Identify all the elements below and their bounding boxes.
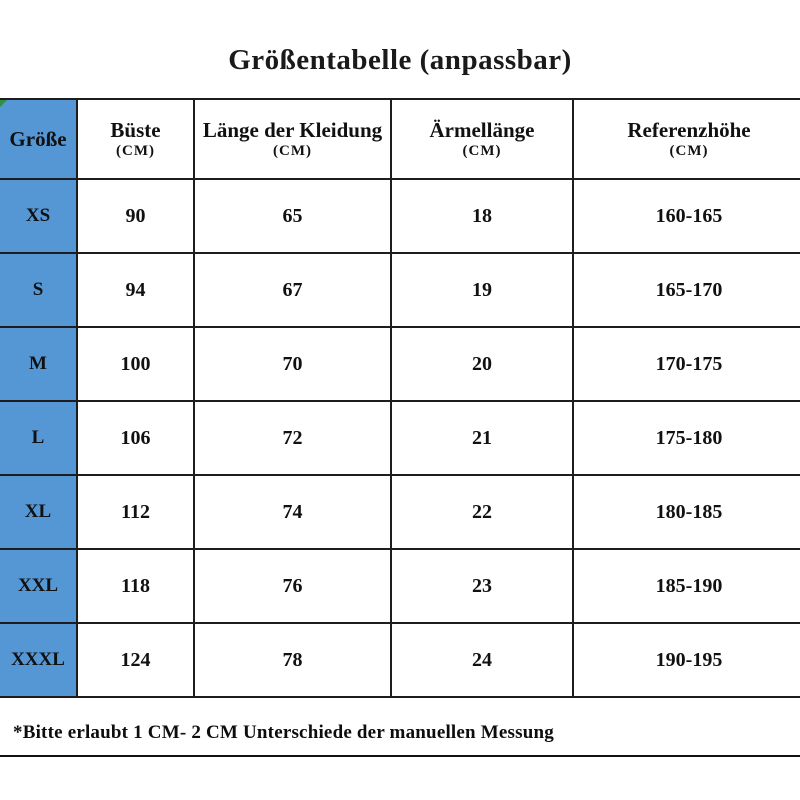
length-value: 78 [193, 622, 392, 698]
divider [0, 755, 800, 757]
table-header-row: Größe Büste (CM) Länge der Kleidung (CM)… [0, 98, 800, 180]
table-row: S 94 67 19 165-170 [0, 252, 800, 328]
table-row: XS 90 65 18 160-165 [0, 178, 800, 254]
length-value: 65 [193, 178, 392, 254]
cell-corner-marker-icon [0, 100, 7, 107]
sleeve-value: 19 [390, 252, 574, 328]
length-value: 76 [193, 548, 392, 624]
size-label: M [0, 326, 78, 402]
bust-value: 100 [76, 326, 195, 402]
table-row: XL 112 74 22 180-185 [0, 474, 800, 550]
size-label: XL [0, 474, 78, 550]
height-value: 165-170 [572, 252, 800, 328]
table-row: XXXL 124 78 24 190-195 [0, 622, 800, 698]
height-value: 185-190 [572, 548, 800, 624]
size-label: S [0, 252, 78, 328]
header-label: Ärmellänge [429, 117, 535, 142]
height-value: 190-195 [572, 622, 800, 698]
table-row: L 106 72 21 175-180 [0, 400, 800, 476]
bust-value: 106 [76, 400, 195, 476]
length-value: 74 [193, 474, 392, 550]
size-label: XXL [0, 548, 78, 624]
height-value: 175-180 [572, 400, 800, 476]
header-unit: (CM) [462, 143, 502, 160]
bust-value: 90 [76, 178, 195, 254]
bust-value: 112 [76, 474, 195, 550]
bust-value: 118 [76, 548, 195, 624]
sleeve-value: 22 [390, 474, 574, 550]
height-value: 170-175 [572, 326, 800, 402]
header-bust: Büste (CM) [76, 98, 195, 180]
table-row: XXL 118 76 23 185-190 [0, 548, 800, 624]
header-unit: (CM) [273, 143, 312, 160]
header-unit: (CM) [116, 143, 155, 160]
table-row: M 100 70 20 170-175 [0, 326, 800, 402]
footnote: *Bitte erlaubt 1 CM- 2 CM Unterschiede d… [13, 722, 554, 743]
header-label: Größe [9, 126, 67, 151]
header-label: Referenzhöhe [627, 117, 751, 142]
header-label: Büste [110, 117, 161, 142]
length-value: 70 [193, 326, 392, 402]
size-label: XXXL [0, 622, 78, 698]
header-size: Größe [0, 98, 78, 180]
size-table: Größe Büste (CM) Länge der Kleidung (CM)… [0, 98, 800, 698]
header-sleeve-length: Ärmellänge (CM) [390, 98, 574, 180]
length-value: 72 [193, 400, 392, 476]
length-value: 67 [193, 252, 392, 328]
bust-value: 124 [76, 622, 195, 698]
sleeve-value: 23 [390, 548, 574, 624]
header-garment-length: Länge der Kleidung (CM) [193, 98, 392, 180]
sleeve-value: 18 [390, 178, 574, 254]
size-label: XS [0, 178, 78, 254]
height-value: 160-165 [572, 178, 800, 254]
sleeve-value: 20 [390, 326, 574, 402]
sleeve-value: 24 [390, 622, 574, 698]
header-label: Länge der Kleidung [202, 117, 383, 142]
bust-value: 94 [76, 252, 195, 328]
header-reference-height: Referenzhöhe (CM) [572, 98, 800, 180]
sleeve-value: 21 [390, 400, 574, 476]
size-label: L [0, 400, 78, 476]
page-title: Größentabelle (anpassbar) [228, 44, 572, 76]
height-value: 180-185 [572, 474, 800, 550]
header-unit: (CM) [669, 143, 709, 160]
